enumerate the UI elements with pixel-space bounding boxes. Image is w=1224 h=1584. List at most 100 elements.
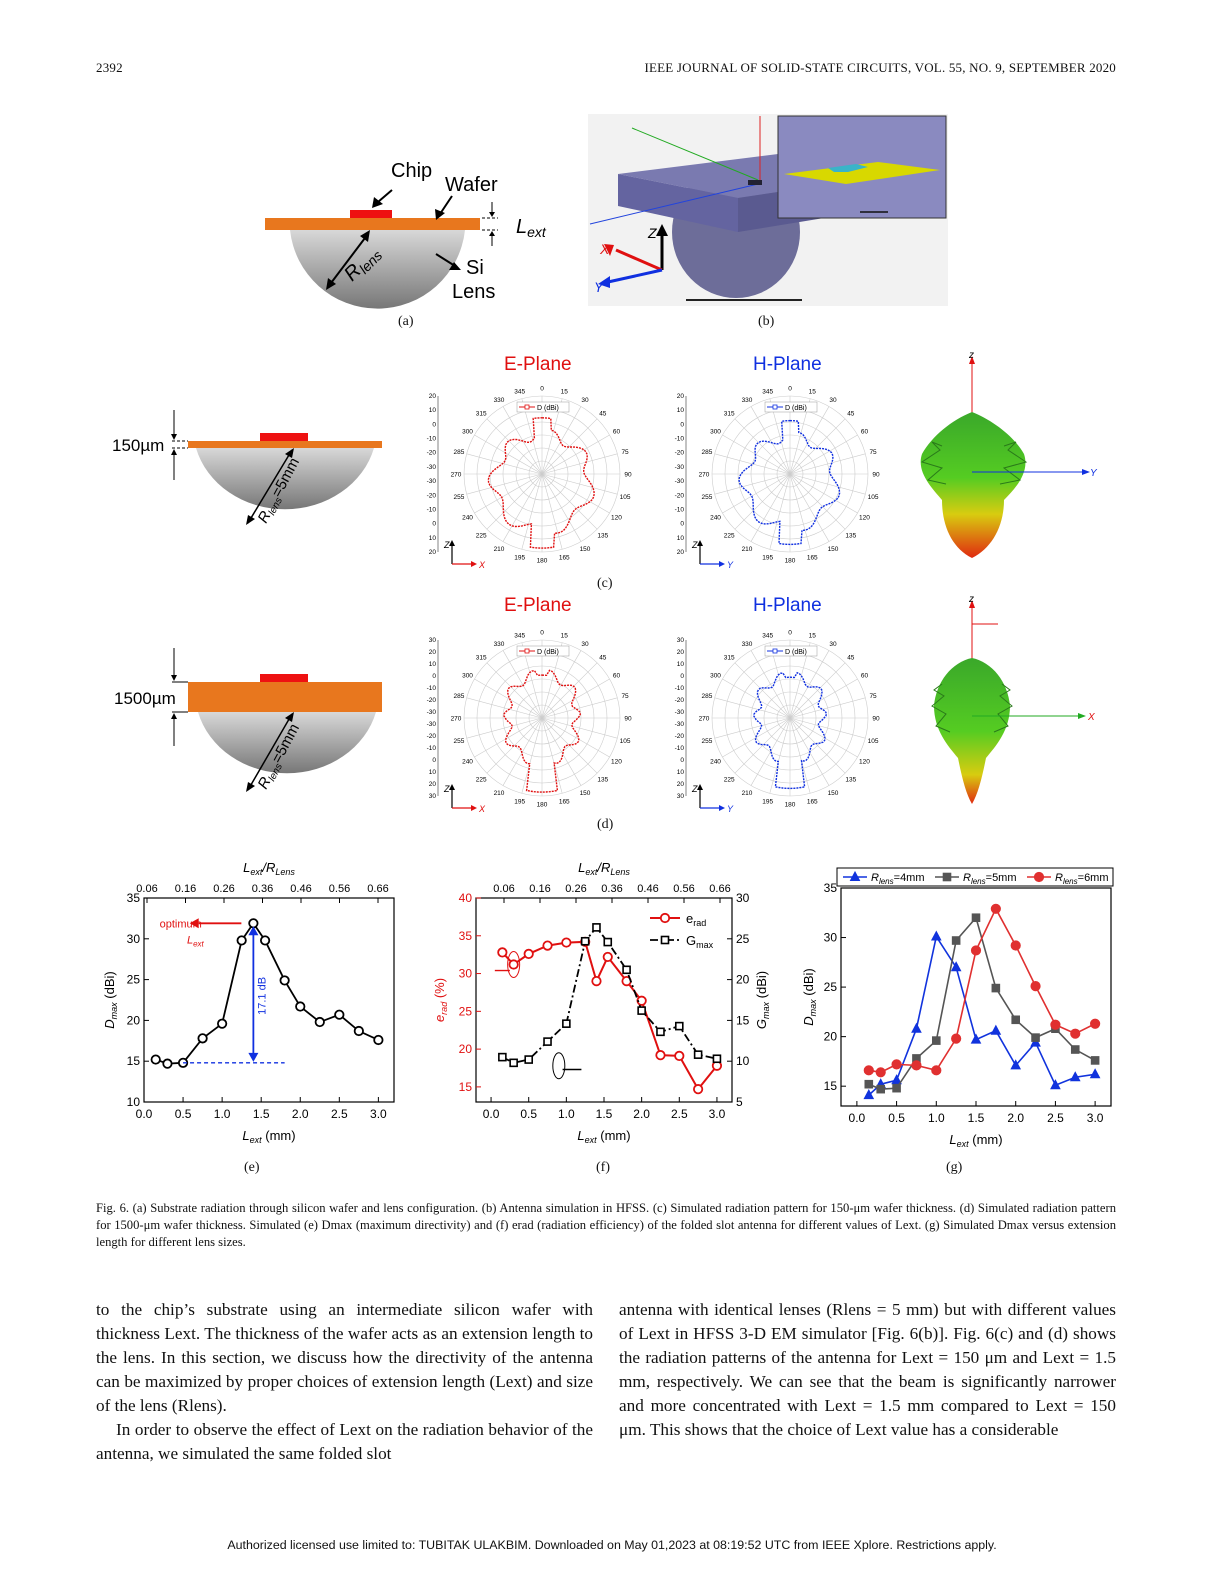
legend-box [836, 867, 1114, 887]
polar-radial-label: 10 [677, 407, 685, 414]
wafer-shape [265, 218, 480, 230]
lens-label: Lens [452, 281, 495, 303]
polar-angle-label: 180 [785, 802, 796, 809]
polar-angle-label: 195 [514, 555, 525, 562]
polar-angle-label: 210 [494, 546, 505, 553]
y-axis-label: Dmax (dBi) [801, 968, 818, 1025]
lext-label: Lext [516, 216, 547, 240]
data-point [1070, 1028, 1081, 1039]
polar-angle-label: 90 [624, 472, 632, 479]
data-point [863, 1089, 875, 1100]
polar-legend-label: D (dBi) [785, 405, 807, 412]
fig-g-sublabel: (g) [946, 1160, 963, 1175]
polar-angle-label: 45 [847, 411, 855, 418]
x-tick-label: 0.0 [483, 1107, 500, 1121]
c-eplane-title: E-Plane [504, 354, 572, 375]
polar-angle-label: 180 [785, 558, 796, 565]
data-point [1090, 1056, 1100, 1065]
data-point [543, 1037, 552, 1046]
polar-radial-label: -20 [427, 492, 437, 499]
y-left-tick-label: 40 [459, 891, 473, 905]
polar-angle-label: 285 [454, 449, 465, 456]
polar-radial-label: -30 [675, 721, 685, 728]
y-right-tick-label: 15 [736, 1013, 750, 1027]
y-left-tick-label: 15 [459, 1080, 473, 1094]
polar-angle-label: 300 [462, 673, 473, 680]
c-eplane-polar-plot: 0 15 30 45 60 75 90 105 120 135 150 165 180 195 210 225… [427, 386, 632, 571]
figure-caption: Fig. 6. (a) Substrate radiation through … [96, 1201, 1116, 1249]
polar-radial-label: 10 [429, 769, 437, 776]
data-point [863, 1065, 874, 1076]
polar-angle-label: 45 [599, 411, 607, 418]
data-point [562, 1019, 571, 1028]
polar-radial-label: 10 [429, 661, 437, 668]
x-tick-label: 0.5 [175, 1107, 192, 1121]
polar-radial-label: -20 [427, 733, 437, 740]
svg-text:Y: Y [727, 560, 734, 570]
data-point [931, 1065, 942, 1076]
data-point [971, 913, 981, 923]
polar-radial-label: -20 [427, 697, 437, 704]
top-tick-label: 0.66 [709, 883, 730, 895]
x-tick-label: 2.0 [1007, 1111, 1024, 1125]
svg-text:Z: Z [647, 225, 657, 241]
polar-radial-label: -30 [427, 478, 437, 485]
polar-angle-label: 195 [514, 799, 525, 806]
x-tick-label: 3.0 [709, 1107, 726, 1121]
legend-entry: Rlens=6mm [1055, 872, 1109, 886]
x-tick-label: 3.0 [370, 1107, 387, 1121]
y-tick-label: 20 [127, 1013, 141, 1027]
data-point [942, 872, 952, 882]
svg-text:z: z [968, 594, 974, 605]
polar-angle-label: 255 [454, 738, 465, 745]
x-tick-label: 0.5 [520, 1107, 537, 1121]
data-point [951, 936, 961, 945]
data-point [1050, 1019, 1061, 1030]
y-tick-label: 10 [127, 1095, 141, 1109]
svg-text:X: X [1087, 712, 1095, 723]
body-right-p1: antenna with identical lenses (Rlens = 5… [619, 1300, 1116, 1439]
polar-angle-label: 15 [809, 388, 817, 395]
si-label: Si [466, 257, 484, 279]
data-point [1011, 1015, 1021, 1025]
polar-angle-label: 300 [710, 429, 721, 436]
polar-angle-label: 240 [710, 515, 721, 522]
chart-f-erad-gmax: 0.0 0.5 1.0 1.5 2.0 2.5 3.0 15 20 25 30 35 40 5 10 15 20… [432, 860, 771, 1145]
x-tick-label: 3.0 [1087, 1111, 1104, 1125]
wafer-label: Wafer [445, 174, 498, 196]
polar-radial-label: -10 [427, 745, 437, 752]
polar-angle-label: 30 [581, 641, 589, 648]
data-point [911, 1060, 922, 1071]
polar-angle-label: 120 [859, 515, 870, 522]
polar-radial-label: -10 [675, 685, 685, 692]
polar-radial-label: -20 [427, 450, 437, 457]
chip-shape [350, 210, 392, 218]
polar-angle-label: 90 [872, 716, 880, 723]
chart-g-dmax-lens-size: 0.0 0.5 1.0 1.5 2.0 2.5 3.0 15 20 25 30 35 Lext (mm)… [801, 867, 1114, 1149]
polar-angle-label: 60 [613, 673, 621, 680]
polar-radial-label: 20 [677, 393, 685, 400]
svg-text:Y: Y [594, 279, 605, 295]
top-tick-label: 0.56 [673, 883, 694, 895]
polar-angle-label: 165 [559, 799, 570, 806]
polar-radial-label: -30 [427, 709, 437, 716]
x-axis-label: Lext (mm) [577, 1128, 630, 1145]
fig-a-sublabel: (a) [398, 314, 414, 329]
data-point [497, 947, 508, 958]
polar-angle-label: 30 [829, 641, 837, 648]
journal-header: IEEE JOURNAL OF SOLID-STATE CIRCUITS, VO… [644, 60, 1116, 75]
polar-angle-label: 240 [710, 759, 721, 766]
data-point [892, 1083, 901, 1093]
data-point [279, 975, 290, 986]
fig-e-sublabel: (e) [244, 1160, 260, 1175]
data-point [970, 945, 982, 956]
polar-radial-label: 10 [677, 535, 685, 542]
polar-legend-label: D (dBi) [537, 649, 559, 656]
polar-angle-label: 255 [702, 494, 713, 501]
y-tick-label: 15 [127, 1054, 141, 1068]
y-tick-label: 30 [824, 931, 838, 945]
data-point [259, 935, 271, 946]
data-point [591, 976, 602, 987]
data-point [523, 948, 534, 960]
data-point [911, 1022, 922, 1033]
